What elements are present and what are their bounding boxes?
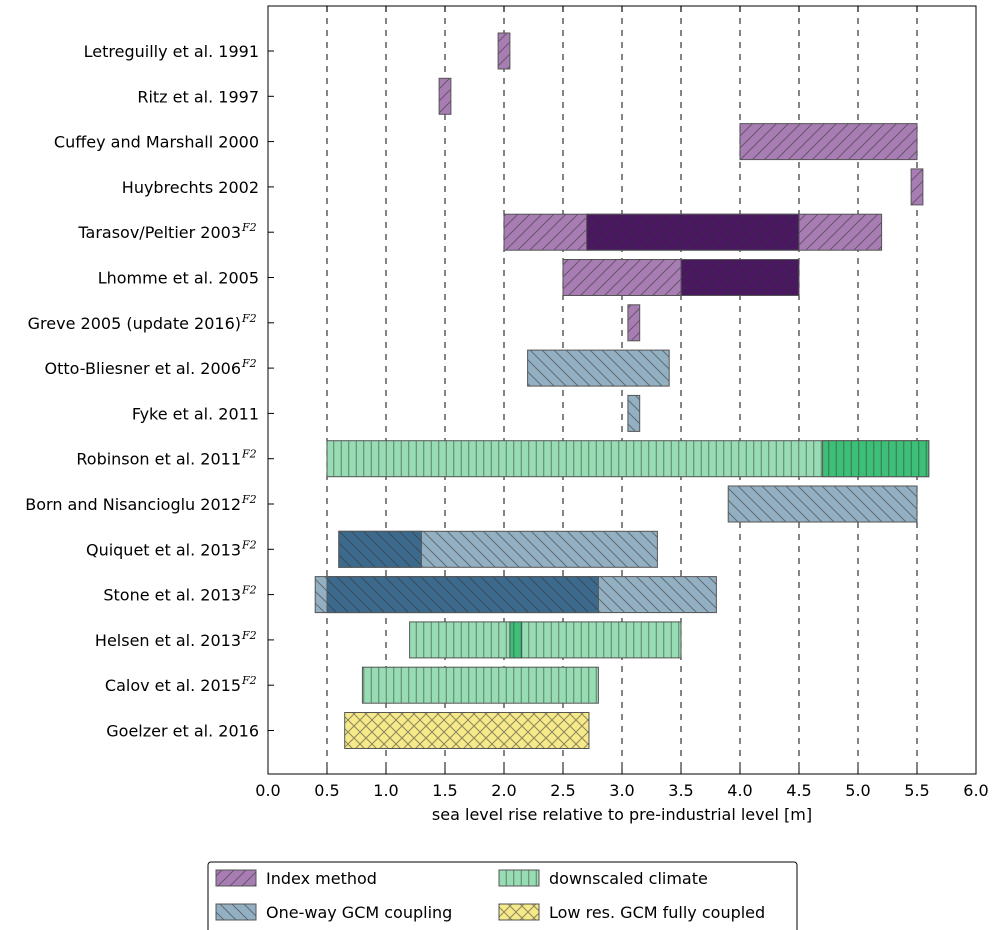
range-bar-fullycoupled — [344, 712, 590, 749]
range-bar-index-dark — [586, 213, 800, 251]
y-tick-label: Cuffey and Marshall 2000 — [54, 133, 259, 152]
y-tick-label-superscript: F2 — [241, 629, 257, 642]
x-tick-label: 0.0 — [255, 781, 280, 800]
range-bar-index — [627, 304, 641, 342]
legend-label-downscaled: downscaled climate — [549, 869, 708, 888]
x-tick-label: 3.5 — [668, 781, 693, 800]
x-tick-label: 1.5 — [432, 781, 457, 800]
y-tick-label-superscript: F2 — [241, 221, 257, 234]
x-tick-label: 0.5 — [314, 781, 339, 800]
range-bar-oneway — [727, 485, 918, 523]
y-tick-label-superscript: F2 — [241, 538, 257, 551]
y-tick-label: Lhomme et al. 2005 — [98, 269, 259, 288]
y-tick-label: Ritz et al. 1997 — [137, 87, 259, 106]
y-tick-label: Calov et al. 2015 — [105, 676, 241, 695]
y-tick-label: Huybrechts 2002 — [122, 178, 259, 197]
y-tick-label-superscript: F2 — [241, 493, 257, 506]
y-tick-label: Greve 2005 (update 2016) — [28, 314, 241, 333]
legend-swatch-fullycoupled — [498, 903, 540, 921]
y-tick-label-superscript: F2 — [241, 357, 257, 370]
y-tick-label: Fyke et al. 2011 — [132, 404, 259, 423]
y-tick-label: Letreguilly et al. 1991 — [84, 42, 259, 61]
y-tick-label: Stone et al. 2013 — [103, 586, 241, 605]
range-bar-downscaled — [409, 621, 682, 659]
y-axis-labels: Letreguilly et al. 1991 Ritz et al. 1997 C… — [25, 42, 274, 741]
x-tick-label: 1.0 — [373, 781, 398, 800]
y-tick-label: Tarasov/Peltier 2003 — [77, 223, 241, 242]
range-bar-index — [910, 168, 924, 206]
x-tick-label: 2.5 — [550, 781, 575, 800]
y-tick-label: Goelzer et al. 2016 — [106, 722, 259, 741]
legend-swatch-oneway — [215, 903, 257, 921]
y-tick-label-superscript: F2 — [241, 312, 257, 325]
legend-frame — [207, 861, 798, 930]
y-tick-label-superscript: F2 — [241, 674, 257, 687]
range-bar-index-dark — [680, 259, 800, 296]
legend-swatch-downscaled — [498, 869, 540, 887]
y-tick-label: Quiquet et al. 2013 — [86, 540, 241, 559]
x-tick-label: 4.0 — [727, 781, 752, 800]
y-tick-label-superscript: F2 — [241, 448, 257, 461]
range-bar-downscaled-dark — [509, 621, 523, 659]
legend-swatch-index — [215, 869, 257, 887]
range-bar-oneway-dark — [338, 530, 422, 568]
legend-label-index: Index method — [266, 869, 377, 888]
range-bar-oneway — [627, 394, 641, 432]
x-tick-label: 6.0 — [963, 781, 988, 800]
y-tick-label-superscript: F2 — [241, 584, 257, 597]
range-bar-index — [497, 32, 511, 70]
x-tick-label: 3.0 — [609, 781, 634, 800]
range-bar-index — [438, 77, 452, 115]
legend: Index method downscaled climate One-way GC… — [207, 861, 798, 930]
y-tick-label: Otto-Bliesner et al. 2006 — [45, 359, 241, 378]
y-tick-label: Helsen et al. 2013 — [95, 631, 241, 650]
range-bar-index — [739, 123, 918, 161]
range-bar-downscaled — [361, 666, 599, 704]
x-tick-label: 2.0 — [491, 781, 516, 800]
x-tick-label: 4.5 — [786, 781, 811, 800]
x-axis-ticks: 0.0 0.5 1.0 1.5 2.0 2.5 3.0 3.5 4.0 4.5 5.0 5.5 6.0 — [255, 6, 989, 800]
x-tick-label: 5.0 — [845, 781, 870, 800]
y-tick-label: Born and Nisancioglu 2012 — [25, 495, 241, 514]
x-axis-label: sea level rise relative to pre-industria… — [432, 805, 812, 824]
bars — [314, 32, 930, 749]
legend-label-fullycoupled: Low res. GCM fully coupled — [549, 903, 765, 922]
y-tick-label: Robinson et al. 2011 — [76, 450, 241, 469]
x-tick-label: 5.5 — [904, 781, 929, 800]
range-bar-oneway-dark — [326, 576, 599, 614]
legend-label-oneway: One-way GCM coupling — [266, 903, 452, 922]
range-bar-downscaled-dark — [822, 440, 930, 478]
range-bar-oneway — [527, 349, 670, 387]
